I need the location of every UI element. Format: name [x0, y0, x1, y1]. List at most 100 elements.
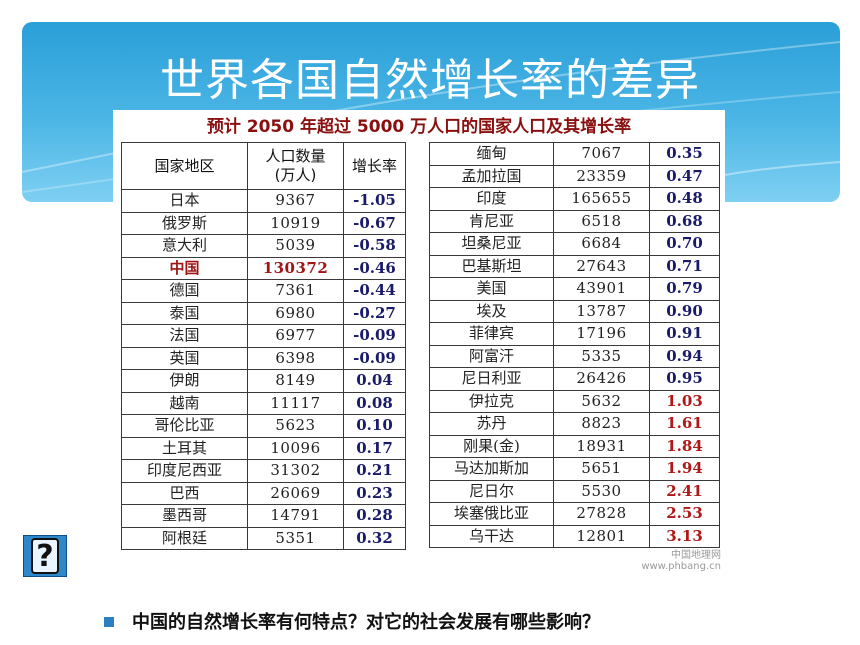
rate-cell: 0.48: [649, 187, 720, 211]
population-cell: 5039: [247, 234, 344, 258]
country-cell: 哥伦比亚: [121, 414, 248, 438]
rate-cell: -0.09: [343, 346, 406, 370]
population-cell: 14791: [247, 504, 344, 528]
population-cell: 6980: [247, 301, 344, 325]
bullet-square-icon: [104, 617, 114, 627]
country-cell: 刚果(金): [429, 434, 554, 458]
country-cell: 苏丹: [429, 412, 554, 436]
rate-cell: 0.95: [649, 367, 720, 391]
watermark: 中国地理网 www.phbang.cn: [641, 550, 721, 572]
table-row: 日本 9367 -1.05: [121, 189, 406, 213]
rate-cell: 0.94: [649, 344, 720, 368]
population-cell: 5530: [553, 479, 650, 503]
population-cell: 10919: [247, 211, 344, 235]
right-table-body: 缅甸 7067 0.35 孟加拉国 23359 0.47 印度 165655 0.48 肯尼亚 65…: [429, 142, 720, 548]
table-row: 埃及 13787 0.90: [429, 299, 720, 323]
rate-cell: -0.09: [343, 324, 406, 348]
population-cell: 6977: [247, 324, 344, 348]
table-caption: 预计 2050 年超过 5000 万人口的国家人口及其增长率: [206, 117, 632, 137]
population-cell: 5651: [553, 457, 650, 481]
left-population-table: 国家地区 人口数量 (万人) 增长率 日本 9367 -1.05 俄罗斯 10919 -0…: [121, 142, 406, 550]
table-row: 巴基斯坦 27643 0.71: [429, 254, 720, 278]
country-cell: 俄罗斯: [121, 211, 248, 235]
country-cell: 马达加斯加: [429, 457, 554, 481]
table-row: 美国 43901 0.79: [429, 277, 720, 301]
table-row: 土耳其 10096 0.17: [121, 436, 406, 460]
country-cell: 伊朗: [121, 369, 248, 393]
country-cell: 埃塞俄比亚: [429, 502, 554, 526]
header-population-unit: (万人): [274, 166, 317, 184]
country-cell: 印度: [429, 187, 554, 211]
population-cell: 6398: [247, 346, 344, 370]
table-row: 菲律宾 17196 0.91: [429, 322, 720, 346]
country-cell: 乌干达: [429, 524, 554, 548]
population-cell: 8823: [553, 412, 650, 436]
table-row: 马达加斯加 5651 1.94: [429, 457, 720, 481]
population-cell: 130372: [247, 256, 344, 280]
population-cell: 13787: [553, 299, 650, 323]
table-row: 尼日利亚 26426 0.95: [429, 367, 720, 391]
table-row: 俄罗斯 10919 -0.67: [121, 211, 406, 235]
watermark-url: www.phbang.cn: [641, 561, 721, 572]
country-cell: 印度尼西亚: [121, 459, 248, 483]
table-header-row: 国家地区 人口数量 (万人) 增长率: [121, 142, 406, 190]
header-population: 人口数量 (万人): [247, 142, 344, 190]
table-row: 泰国 6980 -0.27: [121, 301, 406, 325]
country-cell: 美国: [429, 277, 554, 301]
table-row: 印度 165655 0.48: [429, 187, 720, 211]
table-row: 阿富汗 5335 0.94: [429, 344, 720, 368]
population-cell: 31302: [247, 459, 344, 483]
population-cell: 11117: [247, 391, 344, 415]
question-mark-icon: ?: [31, 538, 59, 574]
table-row: 意大利 5039 -0.58: [121, 234, 406, 258]
country-cell: 英国: [121, 346, 248, 370]
table-row: 印度尼西亚 31302 0.21: [121, 459, 406, 483]
country-cell: 阿富汗: [429, 344, 554, 368]
rate-cell: 3.13: [649, 524, 720, 548]
country-cell: 德国: [121, 279, 248, 303]
country-cell: 泰国: [121, 301, 248, 325]
table-row: 墨西哥 14791 0.28: [121, 504, 406, 528]
country-cell: 肯尼亚: [429, 209, 554, 233]
country-cell: 尼日利亚: [429, 367, 554, 391]
population-cell: 5335: [553, 344, 650, 368]
table-row: 埃塞俄比亚 27828 2.53: [429, 502, 720, 526]
header-rate: 增长率: [343, 142, 406, 190]
rate-cell: 0.71: [649, 254, 720, 278]
rate-cell: 1.94: [649, 457, 720, 481]
country-cell: 意大利: [121, 234, 248, 258]
country-cell: 阿根廷: [121, 526, 248, 550]
table-row: 法国 6977 -0.09: [121, 324, 406, 348]
table-row: 德国 7361 -0.44: [121, 279, 406, 303]
rate-cell: 0.90: [649, 299, 720, 323]
discussion-question: 中国的自然增长率有何特点？对它的社会发展有哪些影响？: [132, 612, 600, 633]
rate-cell: 0.08: [343, 391, 406, 415]
rate-cell: 0.04: [343, 369, 406, 393]
table-row: 尼日尔 5530 2.41: [429, 479, 720, 503]
country-cell: 越南: [121, 391, 248, 415]
rate-cell: 0.28: [343, 504, 406, 528]
country-cell: 缅甸: [429, 142, 554, 166]
help-button[interactable]: ?: [23, 535, 67, 577]
country-cell: 菲律宾: [429, 322, 554, 346]
table-row: 伊拉克 5632 1.03: [429, 389, 720, 413]
rate-cell: 0.10: [343, 414, 406, 438]
rate-cell: -0.58: [343, 234, 406, 258]
table-row: 阿根廷 5351 0.32: [121, 526, 406, 550]
country-cell: 巴西: [121, 481, 248, 505]
population-cell: 12801: [553, 524, 650, 548]
population-cell: 10096: [247, 436, 344, 460]
rate-cell: -0.67: [343, 211, 406, 235]
population-cell: 27643: [553, 254, 650, 278]
rate-cell: 1.61: [649, 412, 720, 436]
country-cell: 坦桑尼亚: [429, 232, 554, 256]
population-cell: 27828: [553, 502, 650, 526]
rate-cell: 0.21: [343, 459, 406, 483]
table-row: 中国 130372 -0.46: [121, 256, 406, 280]
table-row: 刚果(金) 18931 1.84: [429, 434, 720, 458]
slide-title: 世界各国自然增长率的差异: [160, 55, 700, 106]
population-table-figure: 预计 2050 年超过 5000 万人口的国家人口及其增长率 国家地区 人口数量…: [113, 110, 725, 578]
table-row: 哥伦比亚 5623 0.10: [121, 414, 406, 438]
country-cell: 法国: [121, 324, 248, 348]
rate-cell: 0.47: [649, 164, 720, 188]
